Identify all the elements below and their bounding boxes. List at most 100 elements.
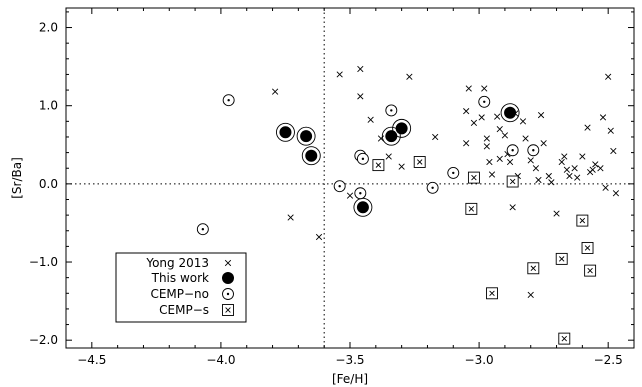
yong2013-point [545, 172, 552, 180]
yong2013-point-stroke-b [561, 153, 568, 160]
cemp-no-point [478, 95, 491, 108]
cemp-s-point-stroke-b [579, 217, 586, 224]
legend-marker-yong2013-stroke-b [224, 259, 232, 267]
yong2013-point-stroke-b [478, 114, 485, 121]
yong2013-point-stroke-b [527, 157, 534, 164]
yong2013-point-stroke-b [566, 172, 573, 180]
yong2013-point-stroke-b [592, 161, 599, 168]
yong2013-point-stroke-b [336, 71, 343, 78]
this-work-point-dot [300, 130, 313, 143]
yong2013-point-stroke-b [377, 135, 385, 142]
cemp-s-point [372, 159, 385, 172]
cemp-s-point-stroke-b [375, 162, 382, 168]
yong2013-point [574, 174, 581, 181]
yong2013-point [563, 166, 570, 173]
yong2013-point [561, 153, 568, 160]
yong2013-point [346, 192, 354, 199]
legend-marker-yong2013 [224, 259, 232, 267]
cemp-no-point-center [390, 109, 393, 112]
yong2013-point-stroke-b [287, 214, 294, 221]
yong2013-point [592, 161, 599, 168]
yong2013-point [287, 214, 294, 221]
yong2013-point [522, 135, 529, 142]
legend-marker-cemp-s-stroke-b [225, 307, 231, 313]
yong2013-point [589, 166, 596, 173]
y-axis-label: [Sr/Ba] [10, 157, 24, 199]
yong2013-point [315, 233, 323, 241]
cemp-no-point-center [532, 149, 535, 152]
cemp-s-point-stroke-b [584, 245, 591, 251]
legend-markers [222, 259, 234, 316]
cemp-no-point [447, 166, 460, 179]
x-tick-label: −2.5 [594, 353, 623, 367]
yong2013-point-stroke-b [563, 166, 570, 173]
yong2013-point-stroke-b [574, 174, 581, 181]
yong2013-point [385, 153, 392, 160]
yong2013-point [496, 126, 503, 133]
x-tick-label: −3.0 [465, 353, 494, 367]
yong2013-point-stroke-b [571, 165, 578, 172]
legend-marker-this-work [222, 272, 234, 284]
yong2013-point [553, 210, 560, 217]
yong2013-point [486, 158, 493, 166]
cemp-no-point-center [361, 157, 365, 161]
yong2013-point-stroke-b [357, 93, 364, 100]
cemp-s-point [465, 202, 478, 215]
yong2013-point [463, 140, 470, 147]
yong2013-point [357, 93, 364, 100]
this-work-point [276, 122, 295, 142]
legend-marker-cemp-no-center [226, 292, 230, 296]
this-work-point-dot [504, 106, 517, 119]
yong2013-point-stroke-b [548, 179, 555, 186]
yong2013-point-stroke-b [272, 88, 279, 95]
yong2013-point-stroke-b [527, 291, 534, 298]
yong2013-point-stroke-b [432, 133, 439, 141]
legend-label-cemp-s: CEMP−s [159, 303, 209, 317]
yong2013-point-stroke-b [483, 135, 490, 142]
yong2013-point-stroke-b [532, 165, 540, 172]
cemp-no-point [385, 104, 398, 117]
yong2013-point-stroke-b [605, 73, 612, 80]
yong2013-point [465, 85, 472, 92]
cemp-no-point [356, 152, 369, 165]
yong2013-point [566, 172, 573, 180]
this-work-point-ring [500, 103, 520, 123]
yong2013-point [481, 85, 488, 92]
cemp-s-point [558, 332, 571, 345]
yong2013-point [535, 176, 542, 184]
yong2013-point-stroke-b [537, 111, 545, 119]
this-work-point-ring [301, 146, 321, 166]
yong2013-point [463, 108, 470, 115]
yong2013-point-stroke-b [501, 132, 509, 139]
yong2013-point-stroke-b [584, 124, 591, 131]
yong2013-point-stroke-b [481, 85, 488, 92]
yong2013-point [501, 132, 509, 139]
yong2013-point [548, 179, 555, 186]
yong2013-point-stroke-b [553, 210, 560, 217]
cemp-s-point-stroke-b [471, 174, 477, 181]
cemp-s-point [527, 262, 540, 275]
yong2013-point-stroke-b [522, 135, 529, 142]
yong2013-point [357, 65, 364, 73]
y-tick-label: −1.0 [29, 255, 58, 269]
this-work-point-dot [356, 201, 369, 214]
legend-label-cemp-no: CEMP−no [150, 287, 209, 301]
data-points [196, 65, 620, 345]
yong2013-point [579, 153, 586, 160]
cemp-s-point [486, 287, 498, 300]
this-work-point-dot [279, 126, 292, 139]
this-work-point [296, 126, 316, 146]
cemp-s-point [584, 264, 597, 277]
cemp-s-point-stroke-b [558, 256, 565, 262]
cemp-no-point-center [227, 99, 230, 102]
yong2013-point [483, 135, 490, 142]
yong2013-point [558, 158, 565, 166]
cemp-no-point [527, 144, 540, 157]
cemp-s-point-stroke-b [587, 267, 593, 274]
yong2013-point-stroke-b [463, 108, 470, 115]
yong2013-point [607, 127, 614, 134]
yong2013-point [483, 143, 490, 150]
this-work-point-ring [381, 126, 401, 146]
this-work-point-ring [296, 126, 316, 146]
